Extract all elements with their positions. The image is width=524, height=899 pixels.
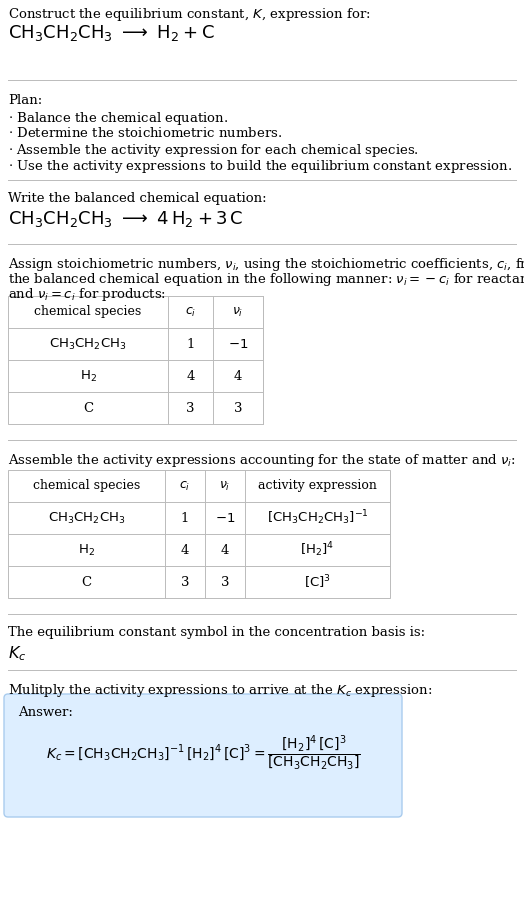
Text: 4: 4 bbox=[221, 544, 229, 556]
Text: 3: 3 bbox=[234, 402, 242, 414]
Text: C: C bbox=[83, 402, 93, 414]
Text: Construct the equilibrium constant, $K$, expression for:: Construct the equilibrium constant, $K$,… bbox=[8, 6, 370, 23]
Text: chemical species: chemical species bbox=[33, 479, 140, 493]
Text: The equilibrium constant symbol in the concentration basis is:: The equilibrium constant symbol in the c… bbox=[8, 626, 425, 639]
Text: $\nu_i$: $\nu_i$ bbox=[232, 306, 244, 318]
Text: 1: 1 bbox=[187, 337, 195, 351]
Text: $\nu_i$: $\nu_i$ bbox=[220, 479, 231, 493]
Text: $\cdot$ Balance the chemical equation.: $\cdot$ Balance the chemical equation. bbox=[8, 110, 228, 127]
Text: $\mathrm{H_2}$: $\mathrm{H_2}$ bbox=[80, 369, 96, 384]
Bar bbox=[8, 296, 263, 424]
Text: 3: 3 bbox=[186, 402, 195, 414]
Text: Mulitply the activity expressions to arrive at the $K_c$ expression:: Mulitply the activity expressions to arr… bbox=[8, 682, 432, 699]
Text: Assign stoichiometric numbers, $\nu_i$, using the stoichiometric coefficients, $: Assign stoichiometric numbers, $\nu_i$, … bbox=[8, 256, 524, 273]
Text: $c_i$: $c_i$ bbox=[185, 306, 196, 318]
Text: Assemble the activity expressions accounting for the state of matter and $\nu_i$: Assemble the activity expressions accoun… bbox=[8, 452, 516, 469]
Text: $\mathrm{H_2}$: $\mathrm{H_2}$ bbox=[78, 542, 95, 557]
Text: $-1$: $-1$ bbox=[228, 337, 248, 351]
Text: $K_c = [\mathrm{CH_3CH_2CH_3}]^{-1}\,[\mathrm{H_2}]^4\,[\mathrm{C}]^3 = \dfrac{[: $K_c = [\mathrm{CH_3CH_2CH_3}]^{-1}\,[\m… bbox=[46, 734, 361, 772]
Text: 1: 1 bbox=[181, 512, 189, 524]
Text: $\mathrm{CH_3CH_2CH_3}\ \longrightarrow\ \mathrm{H_2 + C}$: $\mathrm{CH_3CH_2CH_3}\ \longrightarrow\… bbox=[8, 23, 215, 43]
Text: $K_c$: $K_c$ bbox=[8, 644, 26, 663]
Text: C: C bbox=[81, 575, 92, 589]
Text: $[\mathrm{C}]^3$: $[\mathrm{C}]^3$ bbox=[304, 574, 331, 591]
Text: $c_i$: $c_i$ bbox=[179, 479, 191, 493]
Text: activity expression: activity expression bbox=[258, 479, 377, 493]
Text: the balanced chemical equation in the following manner: $\nu_i = -c_i$ for react: the balanced chemical equation in the fo… bbox=[8, 271, 524, 288]
Text: $\cdot$ Use the activity expressions to build the equilibrium constant expressio: $\cdot$ Use the activity expressions to … bbox=[8, 158, 512, 175]
Text: $\mathrm{CH_3CH_2CH_3}$: $\mathrm{CH_3CH_2CH_3}$ bbox=[49, 336, 127, 352]
Text: Plan:: Plan: bbox=[8, 94, 42, 107]
FancyBboxPatch shape bbox=[4, 694, 402, 817]
Text: chemical species: chemical species bbox=[35, 306, 141, 318]
Text: Write the balanced chemical equation:: Write the balanced chemical equation: bbox=[8, 192, 267, 205]
Bar bbox=[8, 470, 390, 598]
Text: $\cdot$ Assemble the activity expression for each chemical species.: $\cdot$ Assemble the activity expression… bbox=[8, 142, 419, 159]
Text: 4: 4 bbox=[181, 544, 189, 556]
Text: $[\mathrm{H_2}]^4$: $[\mathrm{H_2}]^4$ bbox=[300, 540, 334, 559]
Text: 3: 3 bbox=[181, 575, 189, 589]
Text: 3: 3 bbox=[221, 575, 230, 589]
Text: and $\nu_i = c_i$ for products:: and $\nu_i = c_i$ for products: bbox=[8, 286, 166, 303]
Text: Answer:: Answer: bbox=[18, 706, 73, 719]
Text: $-1$: $-1$ bbox=[215, 512, 235, 524]
Text: 4: 4 bbox=[187, 369, 195, 382]
Text: $\mathrm{CH_3CH_2CH_3}\ \longrightarrow\ 4\,\mathrm{H_2} + 3\,\mathrm{C}$: $\mathrm{CH_3CH_2CH_3}\ \longrightarrow\… bbox=[8, 209, 244, 229]
Text: $[\mathrm{CH_3CH_2CH_3}]^{-1}$: $[\mathrm{CH_3CH_2CH_3}]^{-1}$ bbox=[267, 509, 368, 528]
Text: $\cdot$ Determine the stoichiometric numbers.: $\cdot$ Determine the stoichiometric num… bbox=[8, 126, 282, 140]
Text: 4: 4 bbox=[234, 369, 242, 382]
Text: $\mathrm{CH_3CH_2CH_3}$: $\mathrm{CH_3CH_2CH_3}$ bbox=[48, 511, 125, 526]
